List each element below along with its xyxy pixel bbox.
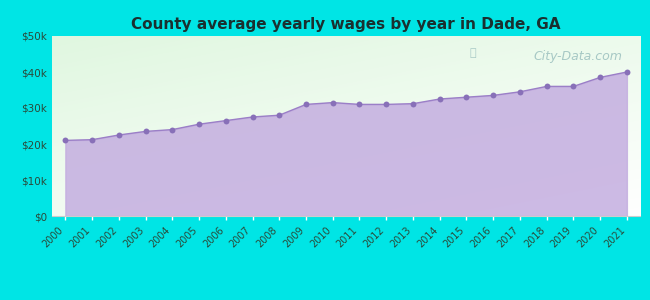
Point xyxy=(194,122,204,127)
Point xyxy=(274,113,285,118)
Title: County average yearly wages by year in Dade, GA: County average yearly wages by year in D… xyxy=(131,17,561,32)
Point xyxy=(568,84,578,89)
Point xyxy=(248,115,258,119)
Point xyxy=(595,75,605,80)
Point xyxy=(462,95,472,100)
Point xyxy=(60,138,71,143)
Point xyxy=(541,84,552,89)
Point xyxy=(381,102,391,107)
Point xyxy=(621,70,632,74)
Point xyxy=(354,102,365,107)
Point xyxy=(114,133,124,137)
Point xyxy=(434,97,445,101)
Point xyxy=(301,102,311,107)
Text: City-Data.com: City-Data.com xyxy=(534,50,623,63)
Point xyxy=(140,129,151,134)
Point xyxy=(515,89,525,94)
Point xyxy=(328,100,338,105)
Point xyxy=(488,93,499,98)
Point xyxy=(220,118,231,123)
Point xyxy=(87,137,98,142)
Point xyxy=(408,101,418,106)
Text: ⦿: ⦿ xyxy=(470,48,476,58)
Point xyxy=(167,127,177,132)
